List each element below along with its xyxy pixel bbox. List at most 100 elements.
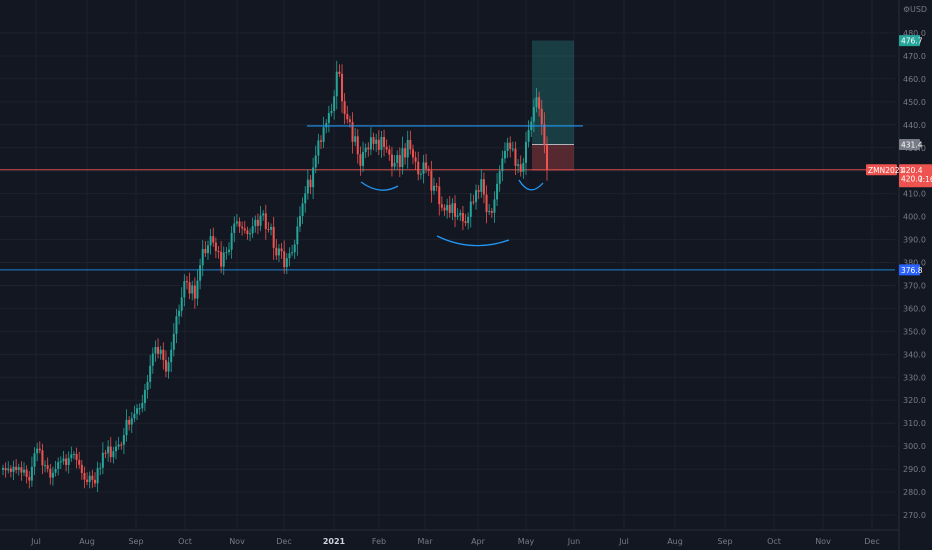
- candle-body: [112, 451, 115, 458]
- entry-price-tag-text: 431.4: [901, 141, 923, 150]
- candle: [262, 210, 265, 221]
- candle: [149, 354, 152, 389]
- currency-label: USD: [910, 5, 927, 14]
- candle: [270, 223, 273, 236]
- candle-body: [33, 453, 36, 467]
- candle-body: [28, 476, 31, 481]
- candle: [485, 185, 488, 224]
- time-tick-label: Nov: [815, 537, 831, 546]
- loss-zone[interactable]: [532, 144, 574, 171]
- price-tick-label: 350.0: [903, 327, 926, 336]
- candle: [133, 405, 136, 423]
- candle-body: [488, 211, 491, 213]
- candle: [9, 465, 12, 478]
- candle-body: [170, 349, 173, 363]
- candle-body: [185, 281, 188, 283]
- candle-body: [364, 147, 367, 153]
- candle-body: [72, 453, 75, 455]
- candle-body: [312, 167, 315, 188]
- candle: [459, 209, 462, 221]
- support-price-tag-bg: [899, 264, 920, 276]
- price-axis[interactable]: 270.0 280.0 290.0 300.0 310.0 320.0 330.0 340.0…: [898, 0, 926, 550]
- candle: [509, 136, 512, 158]
- candle: [130, 412, 133, 434]
- candle-body: [509, 142, 512, 149]
- candle-body: [362, 152, 365, 166]
- candle-body: [122, 435, 125, 445]
- candle: [301, 197, 304, 224]
- candle-body: [75, 453, 78, 460]
- candle: [170, 341, 173, 373]
- candle: [122, 427, 125, 455]
- candle: [496, 173, 499, 207]
- candle-body: [159, 349, 162, 354]
- pattern-drawings[interactable]: [307, 125, 583, 247]
- profit-zone[interactable]: [532, 40, 574, 145]
- candle: [28, 471, 31, 489]
- candle: [309, 175, 312, 194]
- candle-body: [527, 130, 530, 142]
- candle-body: [456, 215, 459, 217]
- candle: [369, 127, 372, 156]
- candle: [128, 416, 131, 431]
- candle-body: [256, 219, 259, 226]
- candle: [343, 93, 346, 125]
- candle-body: [380, 136, 383, 150]
- left-shoulder-arc[interactable]: [360, 181, 399, 191]
- candle: [46, 457, 49, 473]
- candle-body: [461, 212, 464, 222]
- candle: [422, 154, 425, 184]
- candle: [456, 208, 459, 220]
- candle-body: [133, 413, 136, 419]
- candle-body: [454, 203, 457, 217]
- candle-body: [517, 164, 520, 166]
- candle: [354, 128, 357, 146]
- candle: [527, 120, 530, 148]
- candle: [12, 460, 15, 480]
- candle-body: [546, 145, 548, 170]
- candle-body: [183, 281, 186, 298]
- candle: [277, 244, 280, 262]
- candle-body: [388, 149, 391, 155]
- candle: [75, 447, 78, 469]
- price-tick-label: 270.0: [903, 511, 926, 520]
- horizontal-lines[interactable]: [0, 169, 895, 271]
- candle: [15, 459, 18, 474]
- candle: [62, 450, 65, 465]
- right-shoulder-arc[interactable]: [518, 179, 544, 191]
- candle: [519, 155, 522, 177]
- candle-body: [138, 408, 141, 410]
- candle: [225, 246, 228, 260]
- target-price-tag: 476.7: [899, 35, 923, 47]
- time-axis[interactable]: Jul Aug Sep Oct Nov Dec 2021 Feb Mar Apr May Jun Jul…: [0, 529, 899, 546]
- candle-body: [146, 381, 149, 390]
- candle: [4, 462, 7, 478]
- price-tick-label: 460.0: [903, 75, 926, 84]
- position-zones[interactable]: [532, 40, 574, 171]
- candle-body: [267, 229, 270, 231]
- candle: [543, 112, 546, 154]
- candle: [209, 229, 212, 255]
- candle-body: [249, 233, 252, 235]
- candle: [293, 239, 296, 259]
- candle: [396, 150, 399, 170]
- candle-body: [309, 179, 312, 188]
- candle: [199, 258, 202, 290]
- candle-body: [25, 469, 28, 477]
- candle: [101, 442, 104, 475]
- candle-body: [67, 458, 70, 465]
- head-arc[interactable]: [436, 235, 510, 247]
- candle-body: [506, 142, 509, 151]
- candle-body: [204, 248, 207, 254]
- candlestick-series: [2, 60, 548, 492]
- settings-icon[interactable]: ⚙: [903, 5, 910, 14]
- candle-body: [136, 408, 139, 414]
- candle-body: [243, 228, 246, 231]
- candle: [25, 465, 28, 484]
- candle: [201, 240, 204, 277]
- support-price-tag-text: 376.8: [901, 266, 923, 275]
- entry-price-tag-bg: [899, 139, 920, 151]
- candle: [532, 98, 535, 133]
